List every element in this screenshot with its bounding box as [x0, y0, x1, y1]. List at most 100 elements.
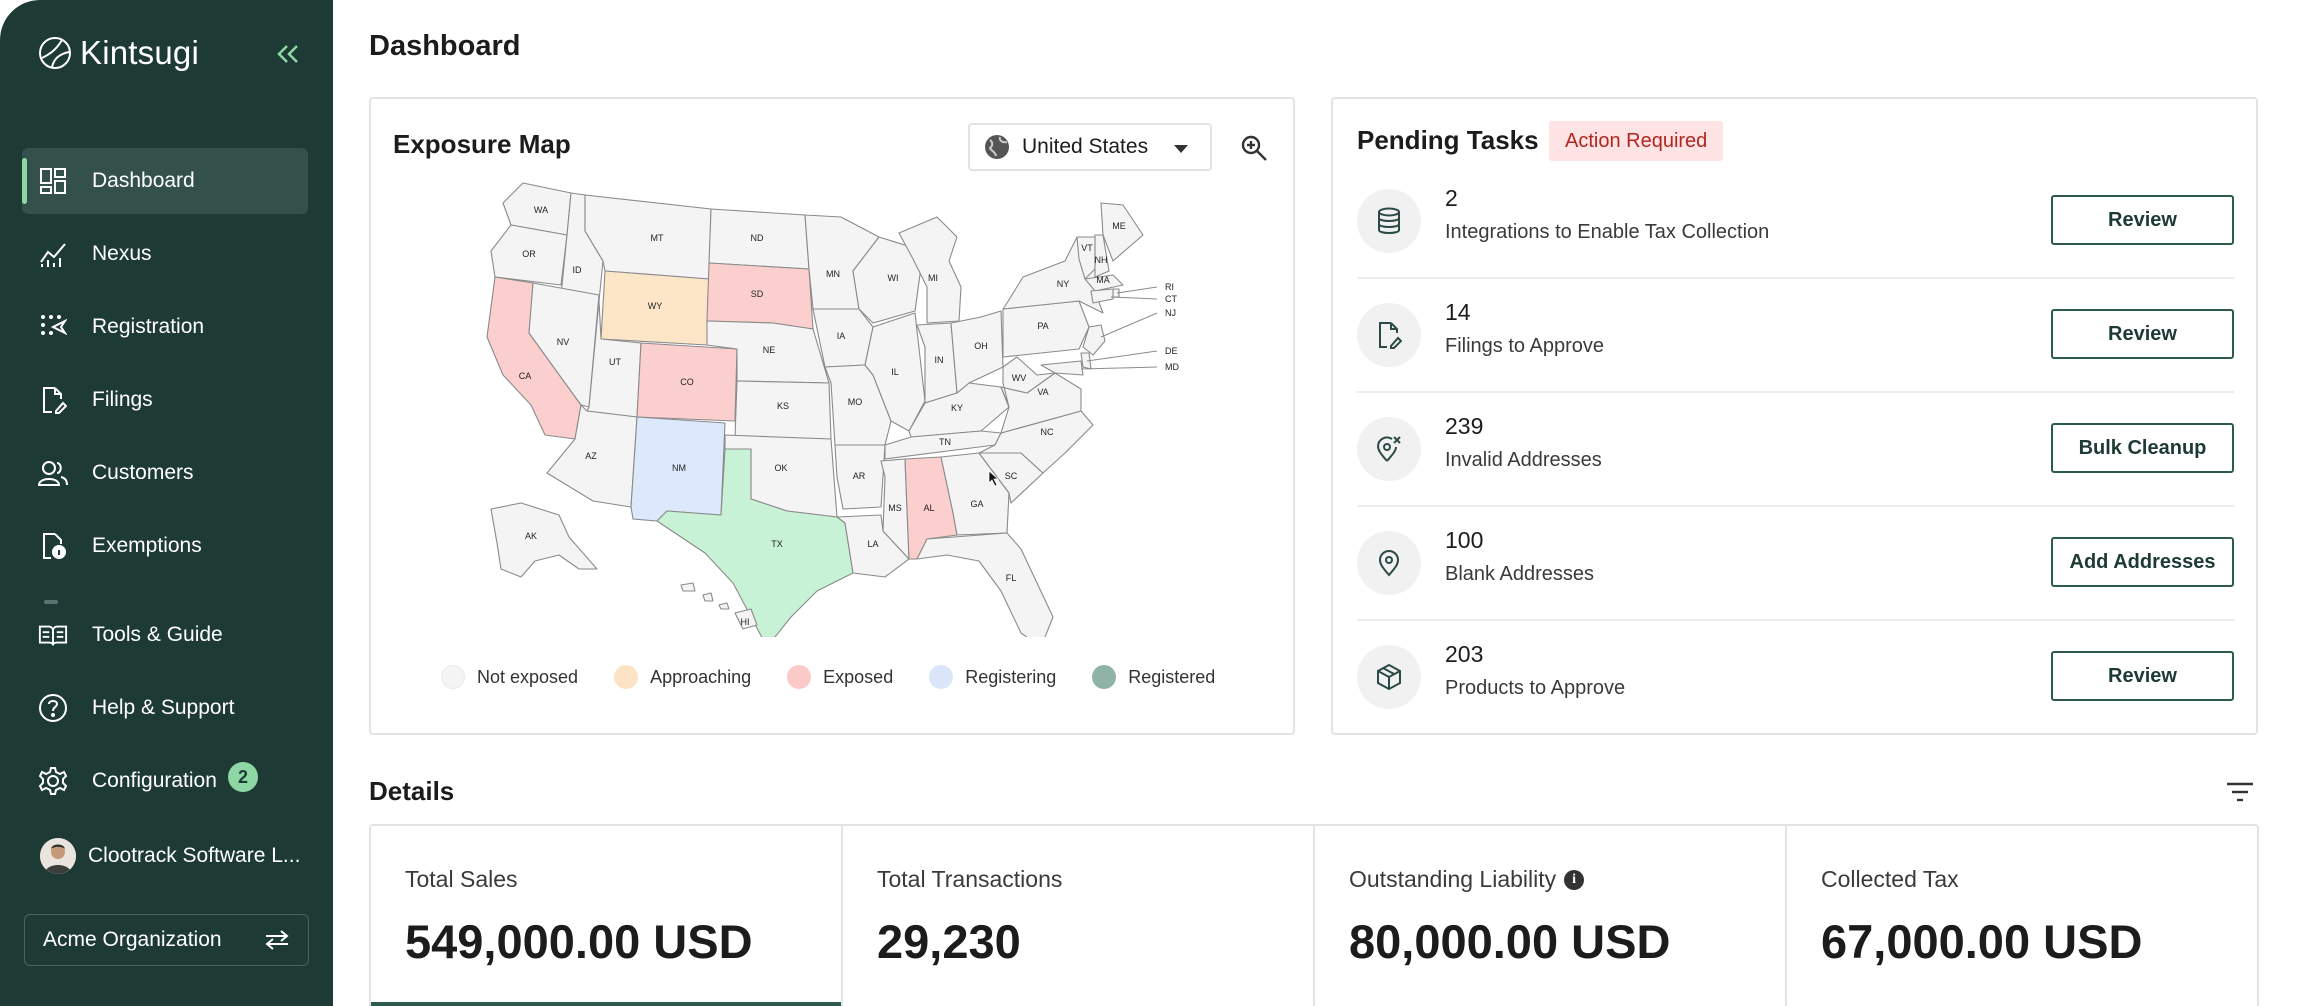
- state-la[interactable]: [836, 514, 910, 578]
- stat-collected-tax[interactable]: Collected Tax 67,000.00 USD: [1787, 826, 2257, 1006]
- state-label: NE: [763, 345, 776, 355]
- state-label: IL: [891, 367, 899, 377]
- sidebar-item-exemptions[interactable]: Exemptions: [22, 513, 308, 579]
- filter-icon[interactable]: [2224, 778, 2256, 806]
- state-label: CO: [680, 377, 694, 387]
- sidebar-item-tools-guide[interactable]: Tools & Guide: [22, 602, 308, 668]
- state-nj[interactable]: [1082, 324, 1106, 356]
- book-icon: [38, 620, 68, 650]
- logo[interactable]: Kintsugi: [38, 34, 199, 72]
- sidebar-item-nexus[interactable]: Nexus: [22, 221, 308, 287]
- box-icon: [1357, 645, 1421, 709]
- state-tx[interactable]: [656, 448, 854, 637]
- state-label: RI: [1165, 282, 1174, 292]
- gear-icon: [38, 766, 68, 796]
- us-exposure-map[interactable]: WA OR CA ID NV MT WY UT AZ CO NM ND SD NE KS OK TX MN IA MO…: [481, 177, 1201, 637]
- country-select-value: United States: [1022, 135, 1149, 158]
- state-hi[interactable]: [680, 582, 696, 592]
- state-label: GA: [970, 499, 983, 509]
- state-ct[interactable]: [1090, 288, 1114, 304]
- stat-value: 67,000.00 USD: [1821, 915, 2143, 968]
- state-ma[interactable]: [1084, 274, 1124, 292]
- chevrons-left-icon: [277, 45, 298, 63]
- state-label: NM: [672, 463, 686, 473]
- sidebar-item-label: Customers: [92, 461, 194, 484]
- state-fl[interactable]: [916, 532, 1054, 637]
- help-circle-icon: [38, 693, 68, 723]
- state-oh[interactable]: [950, 310, 1004, 394]
- user-profile[interactable]: Clootrack Software L...: [40, 838, 300, 874]
- sidebar-item-dashboard[interactable]: Dashboard: [22, 148, 308, 214]
- organization-switcher[interactable]: Acme Organization: [24, 914, 309, 966]
- chevron-down-icon: [1174, 145, 1188, 153]
- state-label: MD: [1165, 362, 1179, 372]
- collapse-sidebar-button[interactable]: [272, 38, 304, 70]
- state-hi-island[interactable]: [702, 592, 714, 602]
- notification-badge: 2: [228, 762, 258, 792]
- review-integrations-button[interactable]: Review: [2051, 195, 2234, 245]
- sidebar-item-label: Dashboard: [92, 169, 195, 192]
- state-or[interactable]: [490, 224, 568, 286]
- state-me[interactable]: [1100, 202, 1144, 262]
- state-label: MI: [928, 273, 938, 283]
- review-products-button[interactable]: Review: [2051, 651, 2234, 701]
- state-label: CA: [519, 371, 532, 381]
- task-label: Integrations to Enable Tax Collection: [1445, 221, 1770, 243]
- state-label: AZ: [585, 451, 597, 461]
- state-nh[interactable]: [1094, 234, 1110, 278]
- add-addresses-button[interactable]: Add Addresses: [2051, 537, 2234, 587]
- sidebar-item-customers[interactable]: Customers: [22, 440, 308, 506]
- state-label: NC: [1041, 427, 1054, 437]
- sidebar-item-filings[interactable]: Filings: [22, 367, 308, 433]
- task-label: Blank Addresses: [1445, 563, 1594, 585]
- state-md[interactable]: [1040, 360, 1084, 376]
- page-title: Dashboard: [369, 30, 521, 62]
- stat-total-transactions[interactable]: Total Transactions 29,230: [843, 826, 1315, 1006]
- stat-label: Collected Tax: [1821, 866, 1959, 892]
- state-ak[interactable]: [490, 502, 598, 578]
- stat-label: Outstanding Liability i: [1349, 866, 1585, 893]
- state-label: OR: [522, 249, 536, 259]
- legend-item: Exposed: [787, 665, 893, 689]
- legend-label: Not exposed: [477, 666, 579, 687]
- state-ar[interactable]: [834, 444, 886, 510]
- state-nv[interactable]: [528, 282, 600, 408]
- state-label: CT: [1165, 294, 1177, 304]
- zoom-in-button[interactable]: [1237, 131, 1271, 165]
- state-label: FL: [1006, 573, 1017, 583]
- info-icon[interactable]: i: [1564, 869, 1585, 890]
- stat-total-sales[interactable]: Total Sales 549,000.00 USD: [371, 826, 843, 1006]
- task-row: 203 Products to Approve Review: [1357, 621, 2234, 735]
- state-ms[interactable]: [880, 458, 910, 560]
- legend-item: Registered: [1092, 665, 1215, 689]
- task-count: 239: [1445, 413, 1484, 439]
- state-co[interactable]: [636, 342, 738, 422]
- sidebar-item-label: Exemptions: [92, 534, 202, 557]
- map-pin-x-icon: [1357, 417, 1421, 481]
- state-label: SD: [751, 289, 764, 299]
- avatar: [40, 838, 76, 874]
- state-leader-line: [1080, 366, 1158, 370]
- task-row: 2 Integrations to Enable Tax Collection …: [1357, 165, 2234, 279]
- state-label: UT: [609, 357, 621, 367]
- review-filings-button[interactable]: Review: [2051, 309, 2234, 359]
- legend-item: Approaching: [614, 665, 751, 689]
- user-name: Clootrack Software L...: [88, 844, 301, 867]
- state-mi[interactable]: [898, 216, 962, 324]
- task-count: 203: [1445, 641, 1484, 667]
- kintsugi-logo-icon: [39, 37, 71, 69]
- stat-outstanding-liability[interactable]: Outstanding Liability i 80,000.00 USD: [1315, 826, 1787, 1006]
- state-wv[interactable]: [1000, 356, 1056, 408]
- state-hi-island[interactable]: [734, 608, 758, 630]
- state-mt[interactable]: [584, 194, 712, 280]
- state-label: MN: [826, 269, 840, 279]
- sidebar-item-registration[interactable]: Registration: [22, 294, 308, 360]
- state-hi-island[interactable]: [718, 602, 730, 610]
- sidebar-item-help-support[interactable]: Help & Support: [22, 675, 308, 741]
- state-il[interactable]: [864, 312, 926, 432]
- bulk-cleanup-button[interactable]: Bulk Cleanup: [2051, 423, 2234, 473]
- state-vt[interactable]: [1076, 236, 1096, 280]
- sidebar-item-configuration[interactable]: Configuration 2: [22, 748, 308, 814]
- state-label: VA: [1037, 387, 1048, 397]
- country-select[interactable]: United States: [968, 123, 1212, 171]
